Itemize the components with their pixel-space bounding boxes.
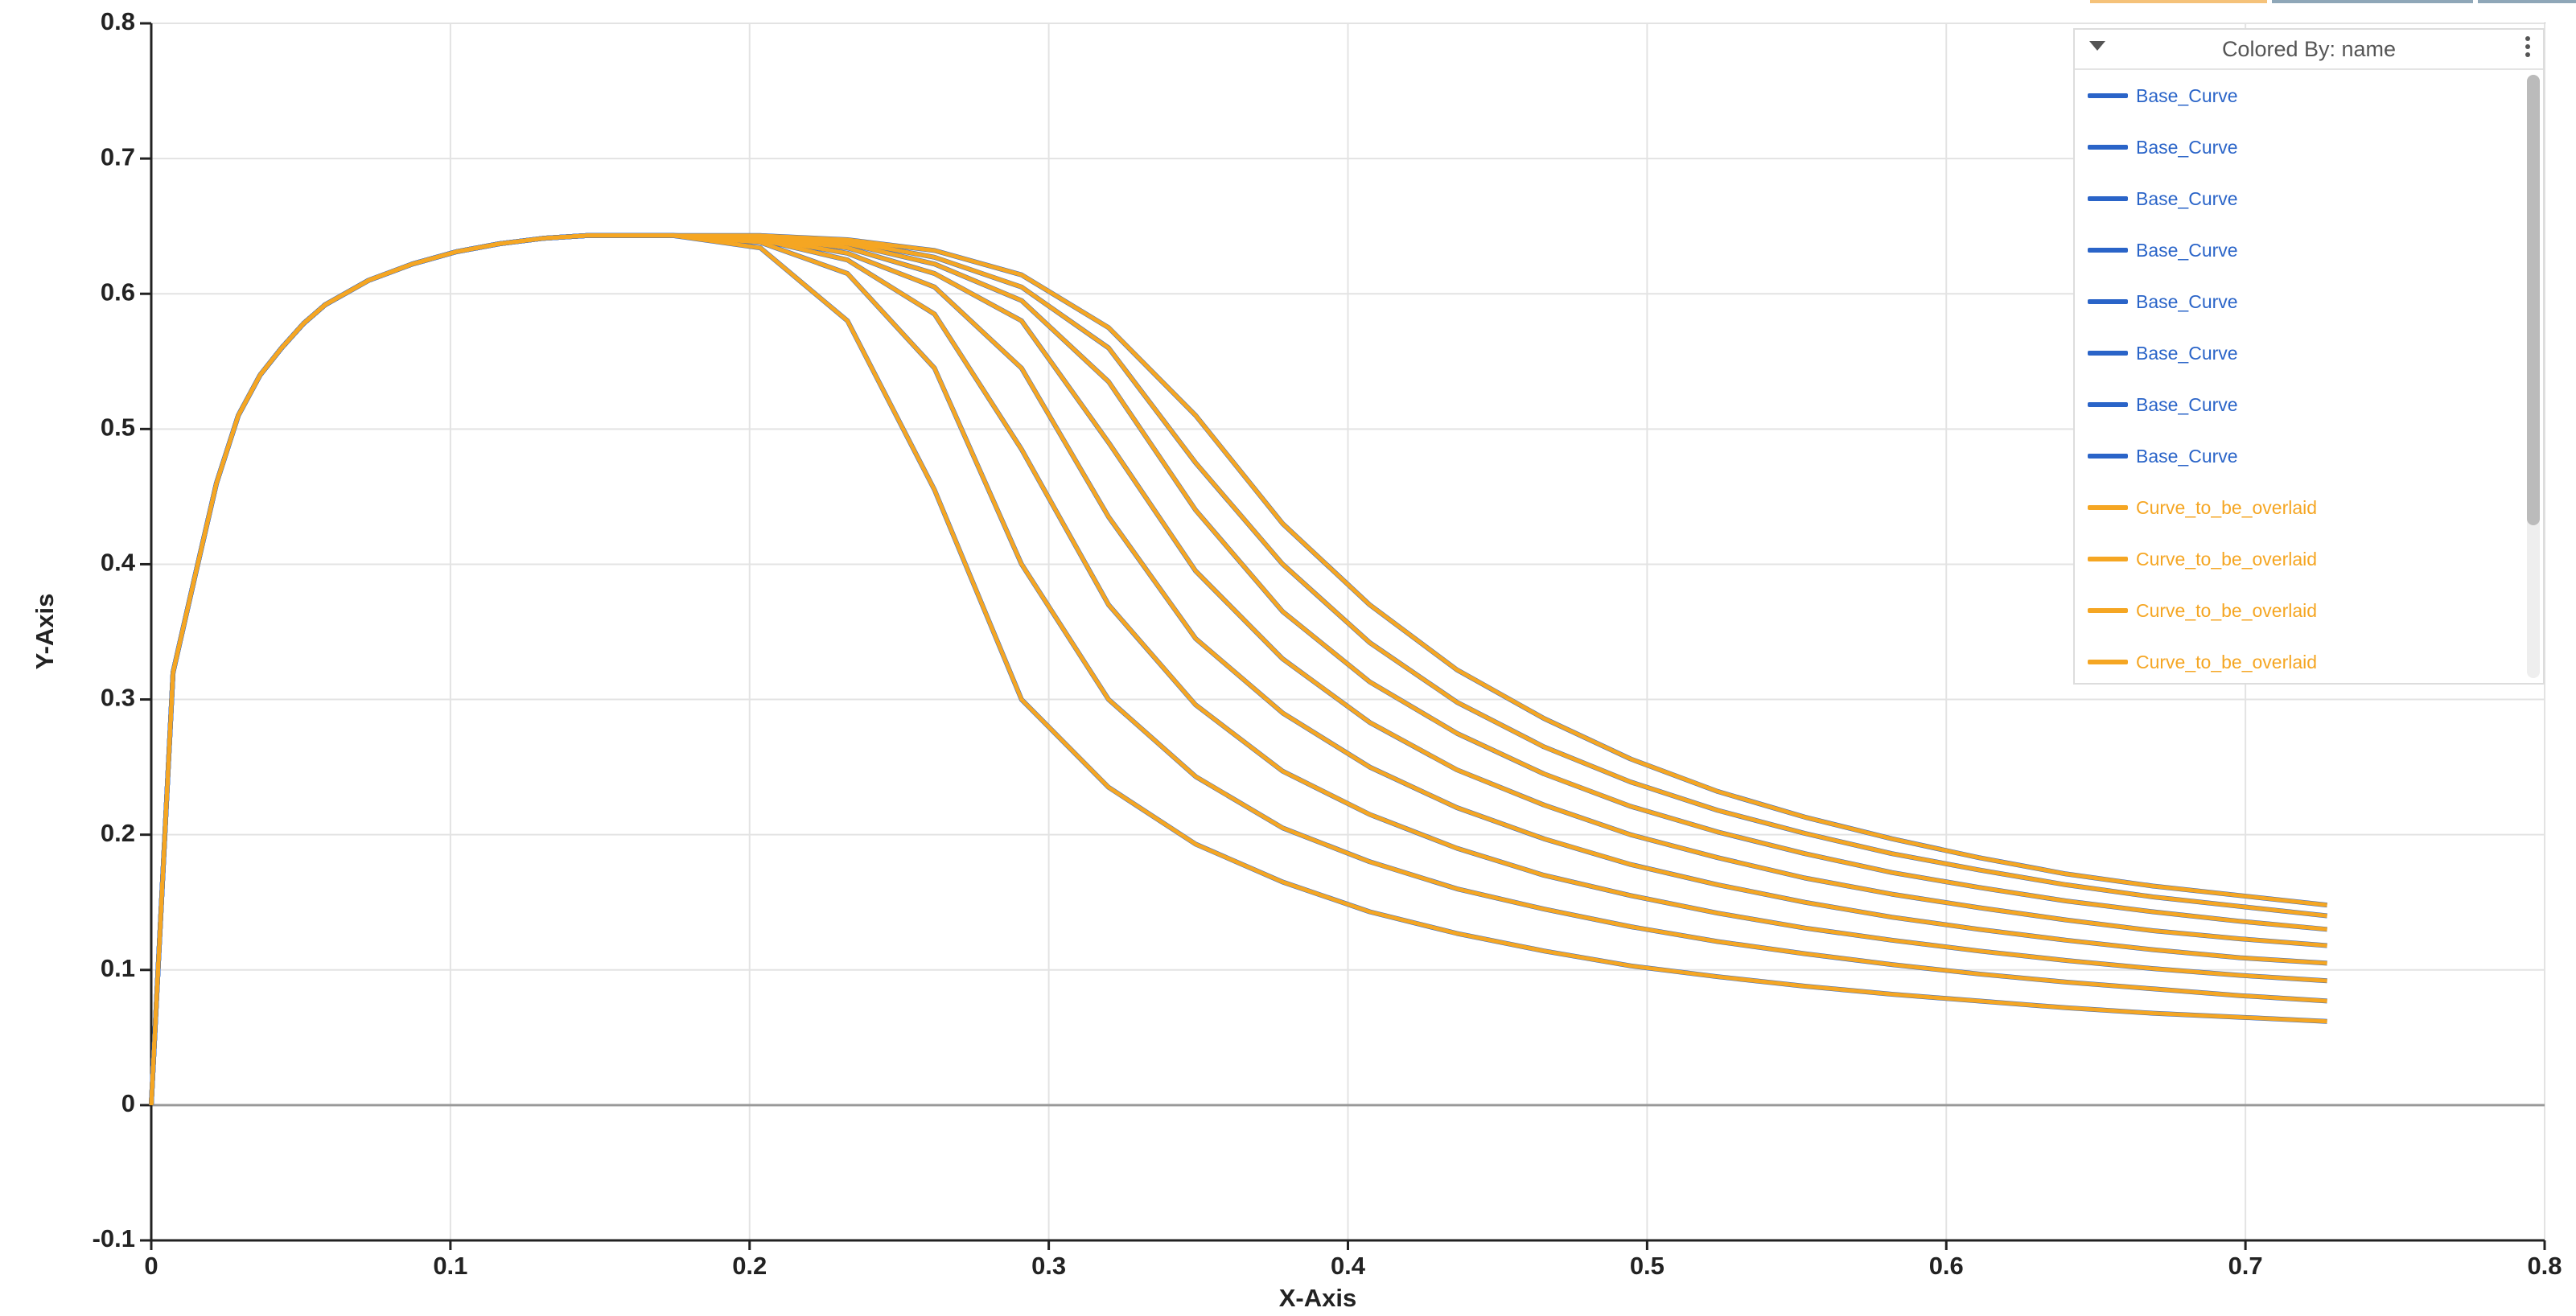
legend-entry[interactable]: Base_Curve bbox=[2075, 430, 2525, 482]
legend-swatch bbox=[2088, 608, 2128, 613]
y-tick-label: 0 bbox=[121, 1089, 135, 1117]
legend-label: Base_Curve bbox=[2136, 393, 2238, 415]
tab[interactable] bbox=[2272, 0, 2473, 3]
legend-header[interactable]: Colored By: name bbox=[2075, 30, 2543, 70]
x-tick-label: 0 bbox=[144, 1252, 158, 1280]
legend-label: Base_Curve bbox=[2136, 445, 2238, 467]
x-tick-label: 0.1 bbox=[433, 1252, 467, 1280]
legend-entry[interactable]: Base_Curve bbox=[2075, 70, 2525, 121]
x-tick-label: 0.8 bbox=[2527, 1252, 2562, 1280]
legend-swatch bbox=[2088, 299, 2128, 304]
legend-entry[interactable]: Base_Curve bbox=[2075, 121, 2525, 173]
legend-entry[interactable]: Base_Curve bbox=[2075, 173, 2525, 224]
legend-entry[interactable]: Base_Curve bbox=[2075, 327, 2525, 379]
tab[interactable] bbox=[2478, 0, 2576, 3]
legend-entry[interactable]: Curve_to_be_overlaid bbox=[2075, 533, 2525, 585]
legend-entry[interactable]: Base_Curve bbox=[2075, 224, 2525, 276]
legend-label: Curve_to_be_overlaid bbox=[2136, 548, 2318, 570]
legend-title: Colored By: name bbox=[2221, 36, 2397, 61]
legend-swatch bbox=[2088, 454, 2128, 459]
legend-label: Curve_to_be_overlaid bbox=[2136, 651, 2318, 672]
collapse-icon[interactable] bbox=[2089, 41, 2105, 51]
legend-label: Curve_to_be_overlaid bbox=[2136, 599, 2318, 621]
x-tick-label: 0.4 bbox=[1331, 1252, 1366, 1280]
y-tick-label: 0.8 bbox=[101, 7, 135, 35]
legend-swatch bbox=[2088, 248, 2128, 253]
legend-label: Base_Curve bbox=[2136, 187, 2238, 209]
y-tick-label: 0.5 bbox=[101, 413, 135, 442]
legend-label: Base_Curve bbox=[2136, 342, 2238, 364]
y-axis-label: Y-Axis bbox=[31, 594, 59, 670]
y-tick-label: 0.6 bbox=[101, 278, 135, 306]
legend: Colored By: name Base_Curve Base_Curve Bas… bbox=[2073, 28, 2545, 685]
legend-swatch bbox=[2088, 660, 2128, 664]
legend-swatch bbox=[2088, 402, 2128, 407]
series-line bbox=[149, 233, 2327, 1106]
legend-swatch bbox=[2088, 145, 2128, 150]
legend-label: Base_Curve bbox=[2136, 84, 2238, 106]
legend-swatch bbox=[2088, 93, 2128, 98]
y-tick-label: 0.1 bbox=[101, 954, 135, 982]
x-tick-label: 0.7 bbox=[2228, 1252, 2263, 1280]
x-tick-label: 0.2 bbox=[732, 1252, 767, 1280]
y-tick-label: 0.4 bbox=[101, 549, 136, 577]
legend-swatch bbox=[2088, 196, 2128, 201]
x-tick-label: 0.5 bbox=[1630, 1252, 1665, 1280]
tab[interactable] bbox=[2090, 0, 2267, 3]
y-tick-label: 0.2 bbox=[101, 819, 135, 847]
y-tick-label: 0.3 bbox=[101, 684, 135, 712]
scrollbar[interactable] bbox=[2527, 75, 2540, 678]
x-tick-label: 0.6 bbox=[1929, 1252, 1964, 1280]
legend-entry[interactable]: Base_Curve bbox=[2075, 276, 2525, 327]
legend-swatch bbox=[2088, 505, 2128, 510]
legend-swatch bbox=[2088, 351, 2128, 356]
x-tick-label: 0.3 bbox=[1031, 1252, 1066, 1280]
legend-entry[interactable]: Curve_to_be_overlaid bbox=[2075, 585, 2525, 636]
legend-swatch bbox=[2088, 557, 2128, 561]
x-axis-label: X-Axis bbox=[1279, 1284, 1356, 1312]
legend-label: Base_Curve bbox=[2136, 136, 2238, 158]
legend-label: Base_Curve bbox=[2136, 290, 2238, 312]
legend-label: Curve_to_be_overlaid bbox=[2136, 496, 2318, 518]
y-tick-label: 0.7 bbox=[101, 142, 135, 171]
scroll-thumb[interactable] bbox=[2527, 75, 2540, 525]
legend-entry[interactable]: Curve_to_be_overlaid bbox=[2075, 482, 2525, 533]
menu-icon[interactable] bbox=[2525, 36, 2530, 60]
legend-entry[interactable]: Curve_to_be_overlaid bbox=[2075, 636, 2525, 683]
legend-list: Base_Curve Base_Curve Base_Curve Base_Curve… bbox=[2075, 70, 2525, 683]
legend-label: Base_Curve bbox=[2136, 239, 2238, 261]
legend-entry[interactable]: Base_Curve bbox=[2075, 379, 2525, 430]
y-tick-label: -0.1 bbox=[93, 1224, 135, 1252]
